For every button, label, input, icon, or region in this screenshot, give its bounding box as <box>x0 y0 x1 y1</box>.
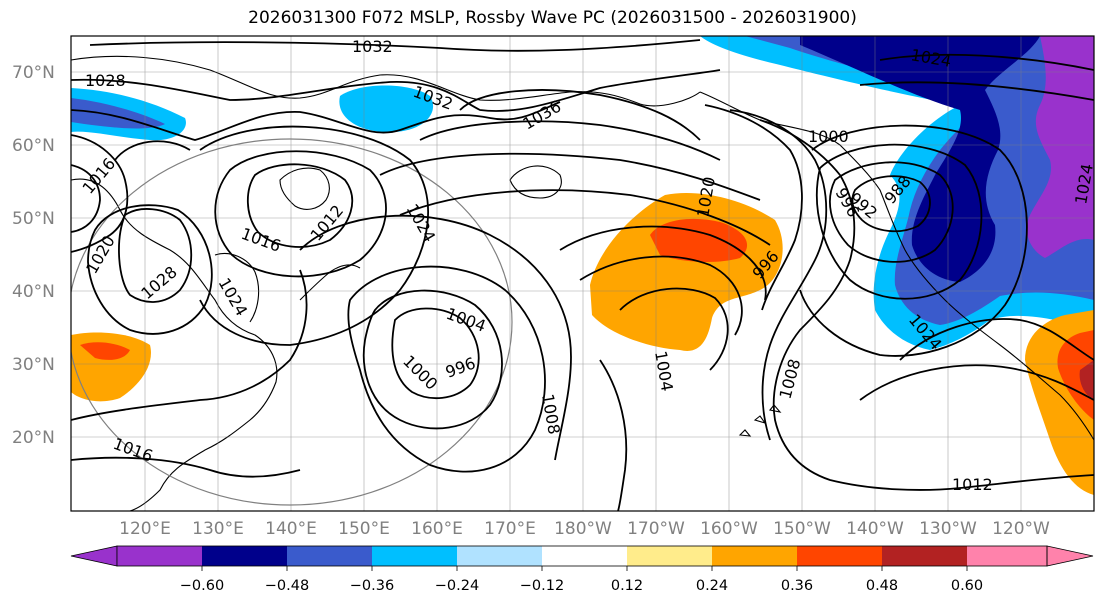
colorbar-tick: −0.36 <box>350 578 394 594</box>
colorbar-tick: −0.48 <box>265 578 309 594</box>
colorbar-tick: 0.24 <box>696 578 728 594</box>
colorbar-segment <box>797 546 882 566</box>
isobars <box>71 39 1094 511</box>
colorbar-tick: −0.12 <box>520 578 564 594</box>
colorbar-segment <box>542 546 627 566</box>
contour-label: 1032 <box>352 37 393 56</box>
colorbar-tick: 0.48 <box>866 578 898 594</box>
colorbar-tick: −0.60 <box>180 578 224 594</box>
lon-label: 170°E <box>484 519 536 539</box>
colorbar-segment <box>372 546 457 566</box>
colorbar-extend-min <box>70 545 118 567</box>
lon-label: 140°E <box>265 519 317 539</box>
map-frame <box>70 35 1095 512</box>
colorbar-segment <box>712 546 797 566</box>
map-panel <box>71 36 1094 511</box>
lat-label: 40°N <box>12 282 55 302</box>
lon-label: 160°E <box>411 519 463 539</box>
contour-label: 1028 <box>85 71 126 90</box>
lat-label: 60°N <box>12 136 55 156</box>
latitude-axis: 70°N 60°N 50°N 40°N 30°N 20°N <box>12 63 55 448</box>
lon-label: 170°W <box>627 519 685 539</box>
colorbar-tick: 0.60 <box>951 578 983 594</box>
lat-label: 70°N <box>12 63 55 83</box>
colorbar-extend-max <box>1046 545 1094 567</box>
colorbar-segment <box>882 546 967 566</box>
longitude-axis: 120°E 130°E 140°E 150°E 160°E 170°E 180°… <box>119 519 1050 539</box>
colorbar-segment <box>967 546 1047 566</box>
colorbar-segment <box>202 546 287 566</box>
colorbar-tick: 0.12 <box>611 578 643 594</box>
colorbar-segment <box>457 546 542 566</box>
lon-label: 130°W <box>919 519 977 539</box>
colorbar-segment <box>627 546 712 566</box>
lon-label: 130°E <box>192 519 244 539</box>
colorbar-segment <box>287 546 372 566</box>
lon-label: 120°W <box>992 519 1050 539</box>
lat-label: 30°N <box>12 355 55 375</box>
colorbar-tick: 0.36 <box>781 578 813 594</box>
contour-label: 1012 <box>952 475 993 494</box>
gridlines <box>71 36 1094 511</box>
lon-label: 180°W <box>554 519 612 539</box>
colorbar-tick: −0.24 <box>435 578 479 594</box>
lat-label: 50°N <box>12 209 55 229</box>
contour-label: 1000 <box>808 127 849 146</box>
lon-label: 150°W <box>773 519 831 539</box>
lat-label: 20°N <box>12 428 55 448</box>
colorbar: −0.60 −0.48 −0.36 −0.24 −0.12 0.12 0.24 … <box>70 545 1094 594</box>
lon-label: 160°W <box>700 519 758 539</box>
map-title: 2026031300 F072 MSLP, Rossby Wave PC (20… <box>248 8 857 28</box>
lon-label: 140°W <box>846 519 904 539</box>
anomaly-shading <box>71 36 1094 495</box>
colorbar-segment <box>117 546 202 566</box>
lon-label: 120°E <box>119 519 171 539</box>
lon-label: 150°E <box>338 519 390 539</box>
influence-circle <box>71 138 513 506</box>
